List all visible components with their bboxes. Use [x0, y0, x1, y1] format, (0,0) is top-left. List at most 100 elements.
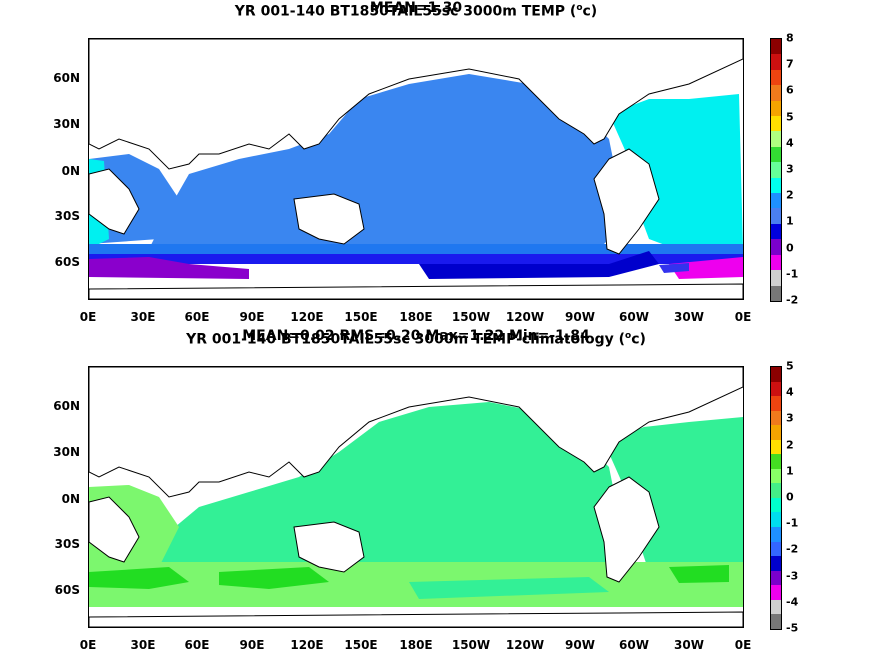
colorbar-tick-label: 4 — [786, 385, 794, 399]
panel-subtitle: MEAN=1.30 — [369, 0, 463, 16]
x-tick-label: 150W — [451, 638, 491, 652]
x-tick-label: 30E — [130, 310, 156, 324]
panel-title: YR 001-140 BT1850TAIL55sc 3000m TEMP (oc… — [234, 3, 598, 20]
x-tick-label: 0E — [734, 310, 752, 324]
x-tick-label: 0E — [79, 310, 97, 324]
colorbar-segment — [771, 483, 781, 498]
colorbar-segment — [771, 614, 781, 629]
colorbar — [770, 38, 782, 302]
x-tick-label: 120W — [505, 310, 545, 324]
colorbar-segment — [771, 177, 781, 194]
y-tick-label: 0N — [61, 492, 80, 506]
x-tick-label: 60W — [619, 310, 649, 324]
colorbar-segment — [771, 367, 781, 382]
x-tick-label: 150W — [451, 310, 491, 324]
panel-subtitle: MEAN=0.02 RMS=0.20 Max=1.22 Min=-1.84 — [242, 328, 590, 344]
colorbar-segment — [771, 585, 781, 600]
x-tick-label: 90E — [239, 310, 265, 324]
y-tick-label: 30N — [53, 117, 80, 131]
map-plot — [88, 366, 744, 628]
x-tick-label: 30W — [674, 638, 704, 652]
colorbar-segment — [771, 410, 781, 426]
colorbar-segment — [771, 285, 781, 301]
colorbar-tick-label: -2 — [786, 542, 799, 556]
x-tick-label: 120W — [505, 638, 545, 652]
x-tick-label: 60E — [184, 310, 210, 324]
x-tick-label: 60W — [619, 638, 649, 652]
y-tick-label: 30S — [54, 537, 80, 551]
map-plot — [88, 38, 744, 300]
colorbar-tick-label: 5 — [786, 110, 794, 124]
x-tick-label: 180E — [399, 638, 433, 652]
colorbar-tick-label: -1 — [786, 267, 799, 281]
colorbar-segment — [771, 116, 781, 132]
colorbar-tick-label: 6 — [786, 83, 794, 97]
x-tick-label: 0E — [734, 638, 752, 652]
colorbar-segment — [771, 512, 781, 528]
colorbar-segment — [771, 468, 781, 484]
x-tick-label: 180E — [399, 310, 433, 324]
x-tick-label: 0E — [79, 638, 97, 652]
colorbar-segment — [771, 541, 781, 557]
panel-anomaly: YR 001-140 BT1850TAIL55sc 3000m TEMP-cli… — [0, 328, 875, 656]
colorbar-tick-label: 1 — [786, 464, 794, 478]
y-tick-label: 60S — [54, 255, 80, 269]
colorbar-segment — [771, 69, 781, 86]
colorbar-tick-label: 8 — [786, 31, 794, 45]
colorbar-tick-label: 0 — [786, 241, 794, 255]
x-tick-label: 90W — [565, 638, 595, 652]
colorbar-segment — [771, 497, 781, 513]
y-tick-label: 60N — [53, 399, 80, 413]
x-tick-label: 90W — [565, 310, 595, 324]
colorbar-segment — [771, 239, 781, 255]
colorbar-segment — [771, 396, 781, 411]
x-tick-label: 90E — [239, 638, 265, 652]
x-tick-label: 120E — [290, 310, 324, 324]
y-tick-label: 30S — [54, 209, 80, 223]
panel-mean-temp: YR 001-140 BT1850TAIL55sc 3000m TEMP (oc… — [53, 0, 799, 324]
colorbar-segment — [771, 425, 781, 440]
x-tick-label: 30W — [674, 310, 704, 324]
colorbar-tick-label: 4 — [786, 136, 794, 150]
colorbar-tick-label: 2 — [786, 188, 794, 202]
x-tick-label: 60E — [184, 638, 210, 652]
colorbar-tick-label: 3 — [786, 411, 794, 425]
colorbar-tick-label: 1 — [786, 214, 794, 228]
colorbar-tick-label: 5 — [786, 359, 794, 373]
colorbar-segment — [771, 439, 781, 455]
panel-title: YR 001-140 BT1850TAIL55sc 3000m TEMP-cli… — [186, 331, 646, 348]
y-tick-label: 0N — [61, 164, 80, 178]
colorbar-tick-label: -4 — [786, 595, 799, 609]
colorbar-tick-label: -5 — [786, 621, 799, 635]
colorbar-segment — [771, 556, 781, 571]
colorbar-tick-label: 2 — [786, 438, 794, 452]
x-tick-label: 120E — [290, 638, 324, 652]
colorbar-tick-label: 3 — [786, 162, 794, 176]
y-tick-label: 30N — [53, 445, 80, 459]
colorbar-segment — [771, 39, 781, 55]
y-tick-label: 60N — [53, 71, 80, 85]
colorbar-tick-label: -1 — [786, 516, 799, 530]
colorbar-segment — [771, 599, 781, 615]
colorbar-segment — [771, 381, 781, 397]
colorbar-segment — [771, 208, 781, 224]
colorbar-segment — [771, 193, 781, 209]
colorbar-segment — [771, 146, 781, 163]
y-tick-label: 60S — [54, 583, 80, 597]
map-svg — [89, 367, 743, 627]
colorbar-segment — [771, 100, 781, 117]
colorbar-segment — [771, 223, 781, 240]
colorbar-segment — [771, 570, 781, 586]
colorbar-segment — [771, 270, 781, 286]
colorbar-tick-label: 7 — [786, 57, 794, 71]
colorbar-segment — [771, 54, 781, 70]
colorbar-segment — [771, 527, 781, 542]
colorbar-tick-label: -3 — [786, 569, 799, 583]
colorbar-tick-label: -2 — [786, 293, 799, 307]
colorbar-segment — [771, 254, 781, 271]
x-tick-label: 30E — [130, 638, 156, 652]
colorbar — [770, 366, 782, 630]
x-tick-label: 150E — [344, 310, 378, 324]
colorbar-segment — [771, 162, 781, 178]
map-svg — [89, 39, 743, 299]
